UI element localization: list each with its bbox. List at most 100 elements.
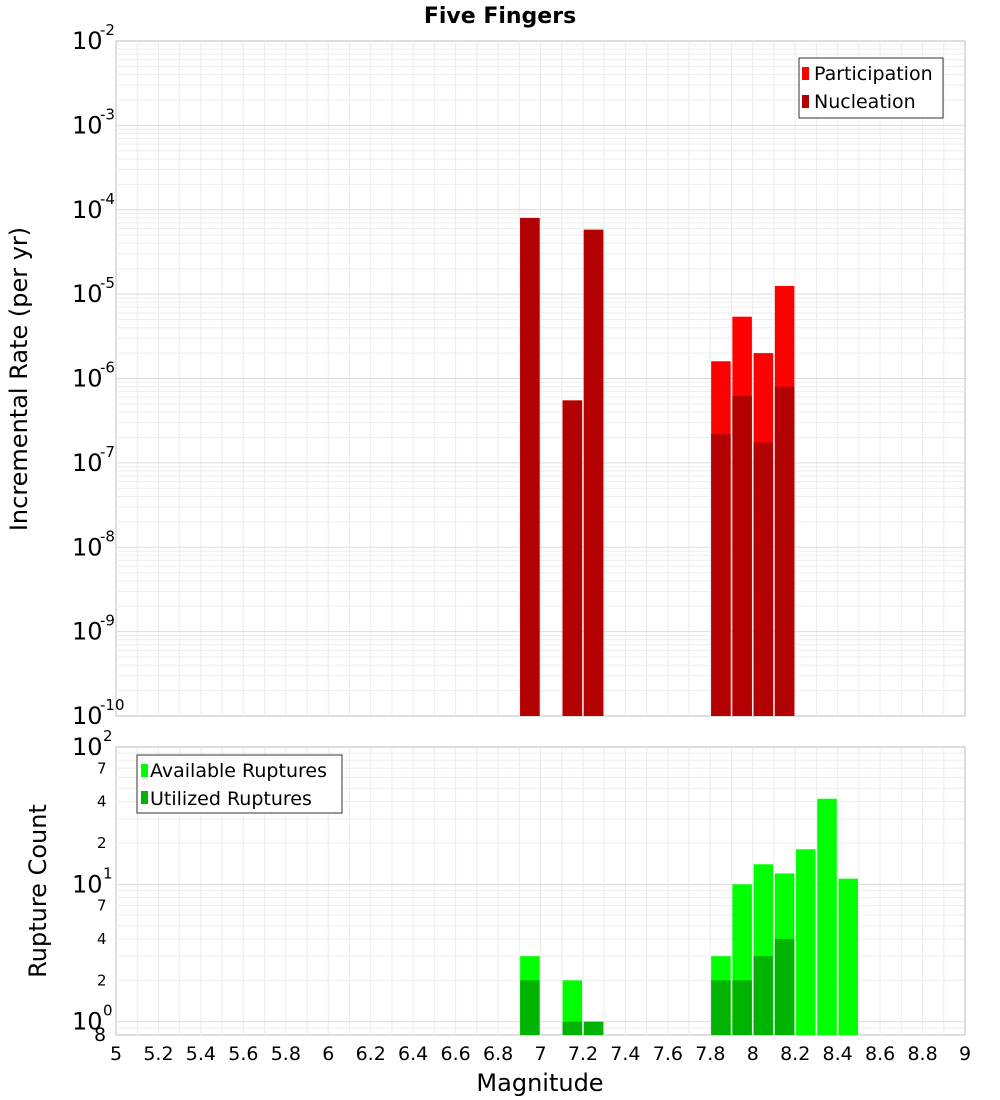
x-tick-label: 7.6: [653, 1043, 683, 1065]
utilized-ruptures-bar: [711, 980, 731, 1035]
nucleation-bar: [732, 396, 752, 716]
rate-y-tick: 10-8: [72, 527, 115, 561]
nucleation-bar: [774, 386, 795, 716]
legend-swatch-nucleation: [802, 95, 809, 108]
x-tick-label: 8.8: [907, 1043, 937, 1065]
x-tick-label: 6.2: [356, 1043, 386, 1065]
x-tick-label: 7: [534, 1043, 546, 1065]
count-bars: [520, 798, 859, 1035]
rate-bars: [520, 217, 795, 717]
count-legend-box: [136, 754, 343, 814]
rate-y-tick: 10-2: [72, 21, 115, 55]
x-tick-label: 7.2: [568, 1043, 598, 1065]
count-y-minor-tick: 4: [97, 793, 107, 811]
rate-legend: Participation Nucleation: [798, 57, 944, 119]
tick-base: 10: [72, 618, 103, 646]
rate-y-tick: 10-7: [72, 443, 115, 477]
rate-y-tick: 10-3: [72, 105, 115, 139]
count-y-minor-tick: 7: [97, 897, 107, 915]
tick-exponent: -8: [100, 527, 115, 545]
rate-y-tick: 10-4: [72, 190, 115, 224]
count-y-minor-tick: 4: [97, 930, 107, 948]
nucleation-bar: [520, 217, 540, 716]
tick-exponent: -4: [100, 190, 115, 208]
x-tick-label: 8.4: [823, 1043, 853, 1065]
utilized-ruptures-bar: [732, 980, 752, 1035]
available-ruptures-bar: [838, 878, 859, 1035]
legend-swatch-participation: [802, 67, 809, 80]
tick-base: 10: [72, 111, 103, 139]
utilized-ruptures-bar: [520, 980, 540, 1035]
utilized-ruptures-bar: [753, 956, 774, 1035]
nucleation-bar: [711, 433, 731, 716]
legend-label-participation: Participation: [814, 63, 933, 85]
available-ruptures-bar: [817, 798, 837, 1035]
tick-base: 10: [72, 870, 103, 898]
x-tick-label: 9: [959, 1043, 971, 1065]
chart-title: Five Fingers: [424, 4, 576, 29]
tick-base: 10: [72, 702, 103, 730]
rate-legend-box: [798, 57, 944, 119]
nucleation-bar: [753, 442, 774, 716]
tick-base: 10: [72, 365, 103, 393]
tick-base: 10: [72, 280, 103, 308]
count-legend: Available Ruptures Utilized Ruptures: [136, 754, 343, 814]
tick-base: 10: [72, 196, 103, 224]
nucleation-bar: [583, 229, 604, 717]
x-tick-label: 5.6: [228, 1043, 258, 1065]
x-tick-label: 5.2: [143, 1043, 173, 1065]
x-tick-label: 8: [747, 1043, 759, 1065]
x-tick-label: 6.6: [440, 1043, 470, 1065]
count-y-minor-tick: 2: [97, 834, 107, 852]
tick-exponent: 0: [103, 1002, 113, 1020]
rate-y-tick: 10-9: [72, 612, 115, 646]
count-y-axis-label: Rupture Count: [24, 804, 52, 978]
utilized-ruptures-bar: [562, 1021, 583, 1035]
legend-swatch-available: [141, 764, 148, 777]
nucleation-bar: [562, 400, 583, 716]
x-tick-label: 7.8: [695, 1043, 725, 1065]
count-y-tick: 10 1: [72, 864, 113, 898]
tick-base: 10: [72, 533, 103, 561]
x-tick-label: 8.2: [780, 1043, 810, 1065]
x-tick-label: 7.4: [610, 1043, 640, 1065]
rate-y-tick: 10-10: [72, 696, 125, 730]
tick-exponent: -2: [100, 21, 115, 39]
utilized-ruptures-bar: [774, 939, 795, 1035]
tick-exponent: -3: [100, 105, 115, 123]
rate-y-tick: 10-5: [72, 274, 115, 308]
legend-label-utilized: Utilized Ruptures: [150, 788, 312, 810]
tick-base: 10: [72, 27, 103, 55]
x-tick-label: 6.8: [483, 1043, 513, 1065]
tick-exponent: -5: [100, 274, 115, 292]
x-tick-label: 8.6: [865, 1043, 895, 1065]
count-y-tick: 10 2: [72, 727, 113, 761]
tick-exponent: -10: [100, 696, 125, 714]
rate-y-axis-label: Incremental Rate (per yr): [5, 227, 33, 531]
utilized-ruptures-bar: [583, 1021, 604, 1035]
tick-exponent: -9: [100, 612, 115, 630]
tick-exponent: -6: [100, 359, 115, 377]
tick-exponent: -7: [100, 443, 115, 461]
rate-y-tick: 10-6: [72, 359, 115, 393]
count-y-tick: 10 0: [72, 1002, 113, 1036]
x-tick-label: 6.4: [398, 1043, 428, 1065]
x-tick-label: 5.8: [271, 1043, 301, 1065]
count-y-minor-tick: 2: [97, 971, 107, 989]
legend-label-available: Available Ruptures: [150, 760, 327, 782]
available-ruptures-bar: [562, 980, 583, 1035]
x-tick-label: 5.4: [186, 1043, 216, 1065]
tick-exponent: 1: [103, 864, 113, 882]
x-tick-label: 6: [322, 1043, 334, 1065]
x-ticks: 5 5.2 5.4 5.6 5.8 6 6.2 6.4 6.6 6.8 7 7.2 7.4 7.6 7.8 8…: [110, 1043, 971, 1065]
tick-base: 10: [72, 449, 103, 477]
tick-base: 10: [72, 733, 103, 761]
rate-grid: [116, 41, 965, 716]
tick-base: 10: [72, 1008, 103, 1036]
count-y-bottom-tick: 8: [94, 1024, 106, 1046]
